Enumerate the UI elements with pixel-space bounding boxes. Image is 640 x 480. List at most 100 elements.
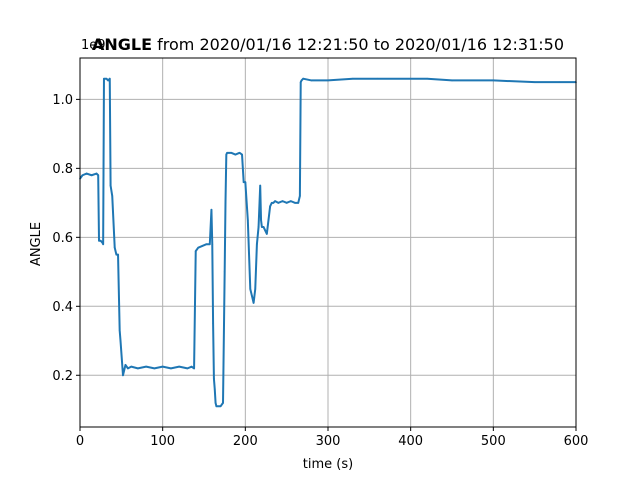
data-point [234, 153, 237, 156]
data-point [277, 202, 280, 204]
data-point [95, 172, 98, 175]
data-point [222, 402, 224, 404]
data-point [409, 77, 412, 80]
data-point [426, 77, 429, 80]
x-tick-label: 400 [398, 434, 423, 449]
data-point [111, 195, 114, 197]
data-point [261, 226, 263, 228]
data-point [201, 245, 204, 247]
data-point [262, 226, 265, 228]
y-offset-label: 1e9 [81, 38, 106, 53]
data-point [252, 302, 255, 304]
data-point [230, 152, 233, 154]
data-point [219, 405, 222, 408]
data-point [107, 79, 109, 82]
data-point [225, 153, 228, 156]
data-point [259, 184, 262, 187]
data-point [247, 219, 249, 221]
y-axis-label: ANGLE [29, 222, 44, 266]
data-point [251, 295, 253, 297]
data-point [300, 79, 303, 82]
data-point [186, 367, 189, 370]
data-point [299, 195, 301, 197]
x-tick-label: 500 [481, 434, 506, 449]
data-point [299, 81, 302, 83]
data-point [294, 202, 296, 204]
chart-title-bold: ANGLE [92, 35, 152, 54]
data-point [558, 81, 561, 83]
data-point [267, 219, 270, 221]
chart-title: ANGLE from 2020/01/16 12:21:50 to 2020/0… [92, 35, 564, 54]
data-point [260, 219, 262, 221]
data-point [197, 246, 200, 249]
x-axis-ticks: 0 100 200 300 400 500 600 [76, 427, 588, 449]
data-point [145, 365, 147, 368]
data-point [90, 174, 93, 177]
data-point [153, 367, 156, 370]
data-point [115, 253, 118, 256]
data-point [285, 202, 288, 204]
data-point [124, 364, 127, 366]
data-point [113, 246, 116, 249]
data-point [119, 339, 122, 342]
data-point [137, 367, 139, 370]
data-point [130, 365, 133, 368]
data-point [257, 226, 260, 228]
data-point [193, 367, 195, 370]
data-point [228, 152, 230, 154]
data-point [109, 184, 112, 187]
data-point [105, 77, 108, 80]
data-point [533, 81, 536, 83]
data-point [190, 365, 193, 368]
x-tick-label: 200 [233, 434, 258, 449]
data-point [310, 79, 313, 82]
data-point [118, 329, 121, 332]
data-point [194, 250, 197, 252]
x-tick-label: 300 [316, 434, 341, 449]
data-point [223, 271, 226, 273]
data-point [226, 152, 228, 154]
y-tick-label: 1.0 [52, 93, 73, 108]
data-point [264, 229, 266, 232]
data-point [242, 181, 245, 183]
data-point [249, 288, 252, 290]
data-point [270, 202, 273, 204]
x-tick-label: 100 [150, 434, 175, 449]
y-tick-label: 0.8 [52, 162, 73, 177]
x-axis-label: time (s) [303, 457, 353, 472]
data-point [178, 365, 180, 368]
data-point [492, 79, 495, 82]
data-point [274, 200, 276, 202]
data-point [215, 405, 218, 408]
data-point [212, 322, 214, 325]
data-point [254, 288, 257, 290]
data-point [290, 200, 292, 202]
data-point [103, 77, 105, 80]
data-point [98, 239, 100, 242]
data-point [327, 79, 329, 82]
data-point [81, 174, 84, 177]
y-tick-label: 0.2 [52, 369, 73, 384]
data-point [210, 208, 213, 211]
x-tick-label: 0 [76, 434, 84, 449]
data-point [238, 152, 241, 154]
data-point [102, 243, 104, 246]
data-point [217, 405, 219, 408]
data-point [302, 77, 305, 80]
data-point [101, 241, 104, 244]
data-point [244, 181, 247, 183]
data-point [205, 243, 208, 246]
data-point [272, 202, 275, 204]
data-point [214, 402, 217, 404]
data-point [161, 365, 164, 368]
data-point [170, 367, 172, 370]
data-point [224, 202, 227, 204]
data-point [127, 367, 129, 370]
data-point [97, 174, 99, 177]
data-point [266, 233, 268, 235]
data-point [256, 243, 258, 246]
data-point [269, 205, 271, 208]
data-point [122, 374, 124, 377]
data-point [108, 77, 111, 80]
